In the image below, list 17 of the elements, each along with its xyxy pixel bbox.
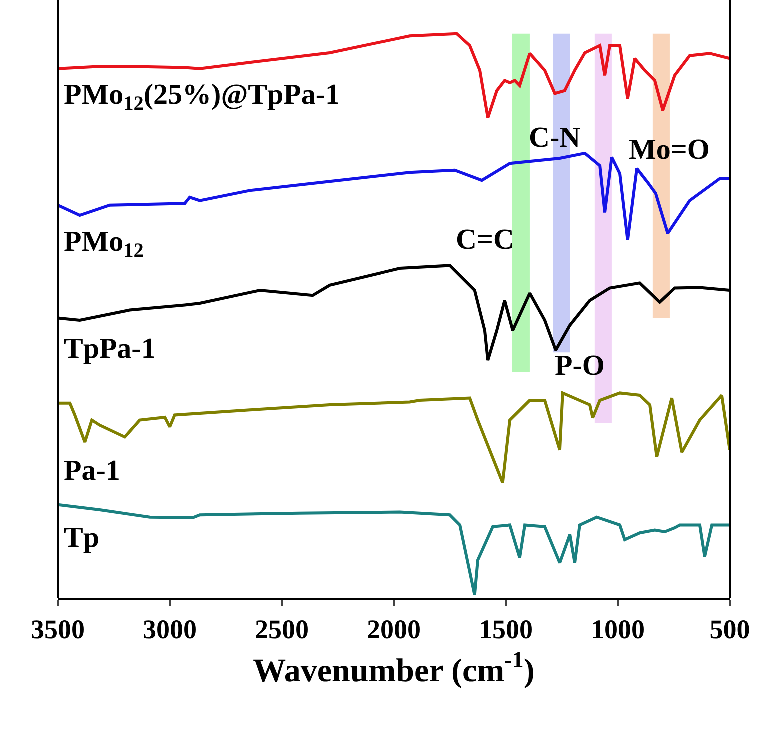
series-label: PMo$_{12}$ <box>64 226 144 262</box>
x-tick-label: 1500 <box>479 614 533 644</box>
band-label: Mo=O <box>629 134 710 166</box>
x-tick-label: 2500 <box>255 614 309 644</box>
series-label: Pa-1 <box>64 455 120 487</box>
series-label: Tp <box>64 522 100 554</box>
x-axis-title: Wavenumber (cm$^{-1}$) <box>253 646 535 690</box>
series-label: PMo$_{12}$(25%)@TpPa-1 <box>64 79 340 116</box>
band-label: P-O <box>555 350 605 382</box>
x-tick-label: 500 <box>710 614 750 644</box>
x-tick-label: 1000 <box>591 614 645 644</box>
x-tick-label: 3000 <box>143 614 197 644</box>
x-tick-label: 3500 <box>31 614 85 644</box>
series-label: TpPa-1 <box>64 333 156 365</box>
band-label: C-N <box>529 122 581 154</box>
band-label: C=C <box>456 224 514 256</box>
x-tick-label: 2000 <box>367 614 421 644</box>
